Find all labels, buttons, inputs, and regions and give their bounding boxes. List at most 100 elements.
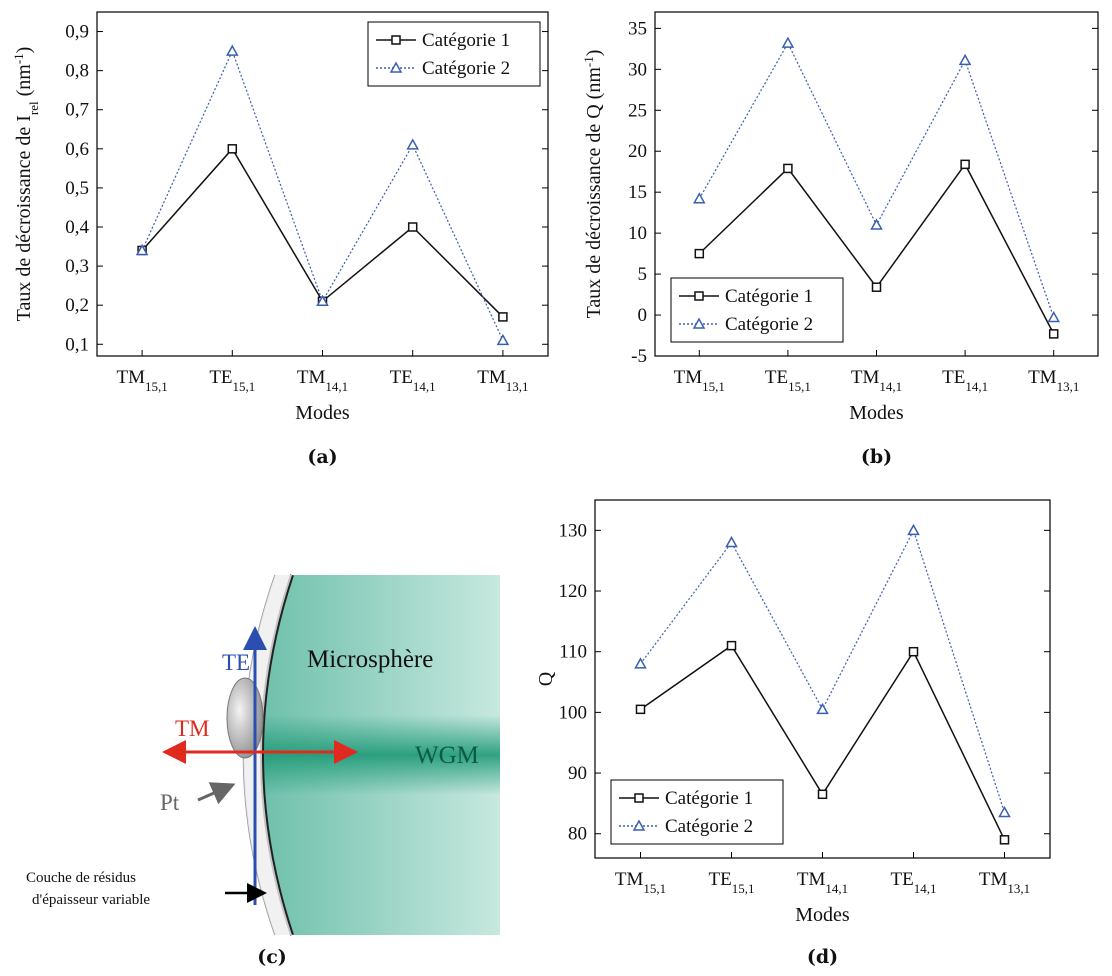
marker [389, 61, 403, 73]
marker [316, 294, 329, 307]
legend-label: Catégorie 1 [665, 788, 753, 809]
marker [632, 819, 646, 831]
x-tick-label: TM14,1 [797, 869, 848, 896]
x-tick-label: TE15,1 [765, 367, 811, 394]
x-tick-main: TE [891, 869, 914, 890]
caption: (b) [861, 446, 892, 468]
marker [725, 535, 738, 548]
y-tick-label: 20 [628, 141, 647, 162]
y-tick-label: 0,7 [65, 100, 89, 121]
y-tick-label: 0,4 [65, 217, 89, 238]
y-axis-label-part: (nm [13, 64, 35, 102]
x-tick-main: TE [390, 367, 413, 388]
marker [694, 248, 705, 259]
y-tick-label: 25 [628, 100, 647, 121]
x-axis-label: Modes [795, 904, 850, 926]
x-tick-sub: 14,1 [914, 881, 937, 896]
legend-label: Catégorie 1 [422, 30, 510, 51]
x-tick-main: TM [979, 869, 1008, 890]
marker [871, 282, 882, 292]
marker [960, 159, 970, 170]
y-axis-label-part: ) [13, 47, 35, 54]
y-axis-label-part: rel [26, 101, 41, 115]
y-tick-label: 130 [559, 520, 588, 541]
x-tick-main: TM [297, 367, 326, 388]
caption: (a) [307, 446, 337, 468]
x-tick-label: TM15,1 [615, 869, 666, 896]
layer-label: Couche de résidus [26, 870, 136, 886]
caption: (d) [807, 946, 838, 968]
y-tick-label: 110 [559, 642, 587, 663]
legend-label: Catégorie 1 [725, 286, 813, 307]
marker [496, 333, 510, 346]
marker [498, 312, 508, 322]
marker [391, 35, 401, 45]
x-tick-main: TM [615, 869, 644, 890]
legend: Catégorie 1 Catégorie 2 [610, 779, 784, 845]
marker [1047, 310, 1060, 323]
caption: (c) [257, 946, 287, 968]
y-tick-label: 0,3 [65, 256, 89, 277]
x-tick-main: TM [116, 367, 145, 388]
y-axis-label: Q [535, 671, 557, 686]
marker [781, 36, 795, 48]
x-tick-main: TM [851, 367, 880, 388]
y-axis-label-part: -1 [11, 53, 26, 64]
y-tick-label: 80 [568, 824, 587, 845]
x-tick-main: TM [477, 367, 506, 388]
marker [907, 523, 920, 536]
marker [135, 243, 149, 256]
y-tick-label: 0,6 [65, 139, 89, 160]
y-tick-label: -5 [631, 346, 647, 367]
x-tick-sub: 13,1 [1007, 881, 1030, 896]
pt-label: Pt [160, 790, 180, 815]
y-tick-label: 0,8 [65, 61, 89, 82]
y-tick-label: 35 [628, 18, 647, 39]
legend-box [610, 779, 784, 845]
y-tick-label: 0,9 [65, 22, 89, 43]
x-tick-sub: 14,1 [879, 379, 902, 394]
x-tick-label: TM15,1 [116, 367, 167, 394]
x-tick-label: TM14,1 [297, 367, 348, 394]
marker [226, 44, 239, 56]
diagram: Microsphère TE TM WGM Pt Couche de résid… [26, 574, 500, 968]
x-tick-sub: 15,1 [233, 379, 256, 394]
x-tick-main: TE [709, 869, 732, 890]
x-tick-label: TM15,1 [674, 367, 725, 394]
marker [634, 793, 644, 803]
wgm-label: WGM [415, 742, 479, 769]
legend-box [670, 277, 844, 343]
marker [692, 317, 706, 329]
legend-label: Catégorie 2 [665, 816, 753, 837]
x-tick-sub: 15,1 [643, 881, 666, 896]
x-tick-label: TM13,1 [1028, 367, 1079, 394]
x-tick-label: TM14,1 [851, 367, 902, 394]
y-tick-label: 10 [628, 223, 647, 244]
y-axis-label-part: ) [583, 50, 605, 57]
legend: Catégorie 1 Catégorie 2 [670, 277, 844, 343]
legend-box [367, 21, 541, 87]
y-tick-label: 0,1 [65, 334, 89, 355]
marker [999, 835, 1010, 845]
marker [998, 805, 1011, 818]
y-axis-label: Taux de décroissance de Q (nm-1) [581, 50, 606, 319]
marker [817, 789, 828, 800]
y-tick-label: 5 [638, 264, 648, 285]
x-tick-label: TE15,1 [709, 869, 755, 896]
marker [783, 163, 793, 174]
x-tick-sub: 15,1 [732, 881, 755, 896]
y-axis-label: Taux de décroissance de Irel (nm-1) [11, 47, 41, 322]
x-tick-main: TM [797, 869, 826, 890]
y-tick-label: 120 [559, 581, 588, 602]
pt-particle [226, 677, 264, 759]
x-tick-label: TE14,1 [891, 869, 937, 896]
y-tick-label: 30 [628, 59, 647, 80]
x-axis-label: Modes [295, 402, 350, 424]
y-tick-label: 0,2 [65, 295, 89, 316]
x-tick-label: TE14,1 [390, 367, 436, 394]
x-tick-sub: 15,1 [145, 379, 168, 394]
